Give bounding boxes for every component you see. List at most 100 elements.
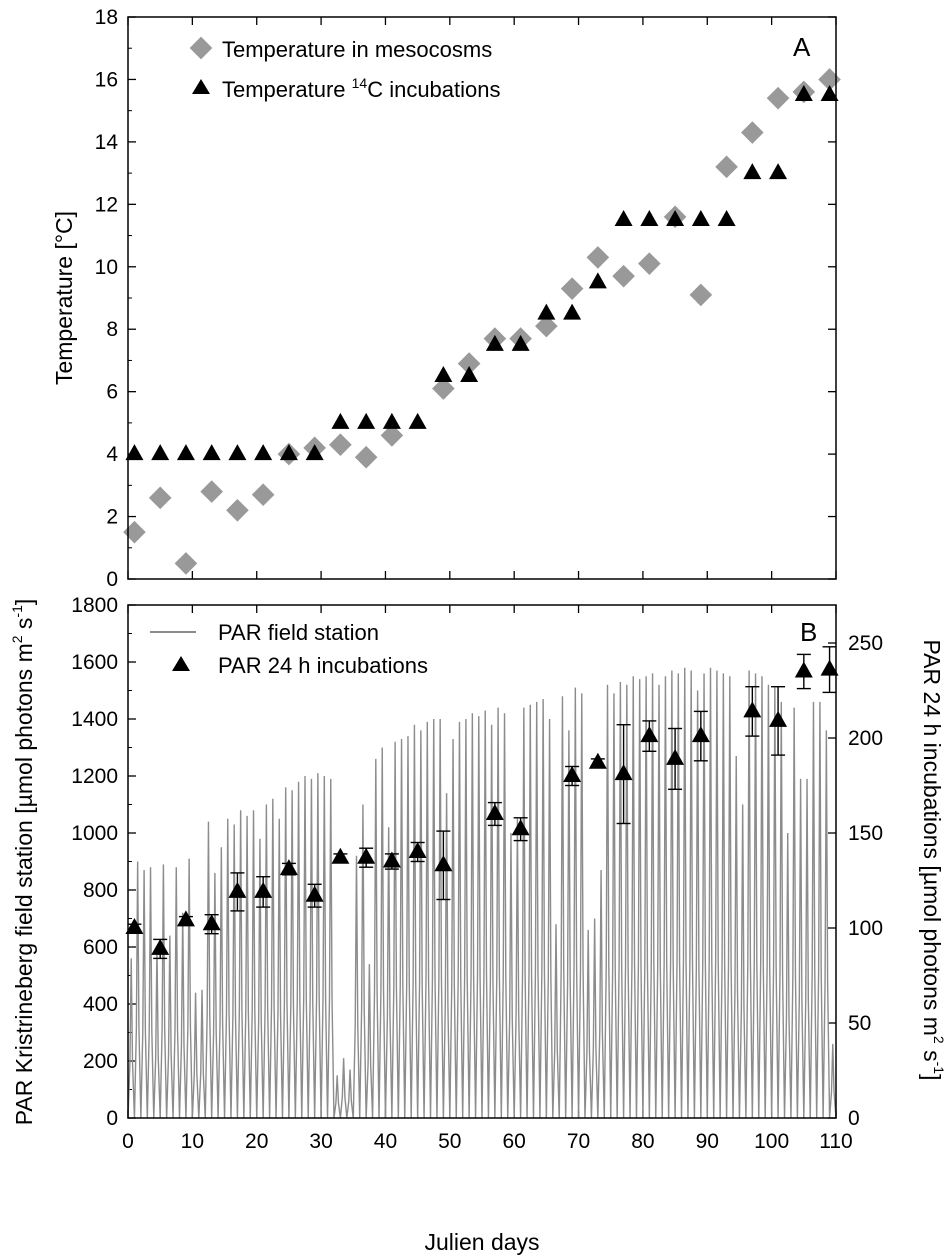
- right-y-tick-label: 100: [848, 917, 883, 940]
- incubation-marker: [151, 938, 170, 955]
- incubation-temperature-point: [357, 412, 376, 429]
- left-label-sup1: 2: [9, 635, 25, 643]
- mesocosm-point: [226, 498, 249, 522]
- left-label-suffix: ]: [11, 599, 37, 605]
- incubation-marker: [357, 847, 376, 864]
- par-incubation-point: [331, 847, 350, 864]
- panel-b-par: 0200400600800100012001400160018000501001…: [9, 594, 947, 1255]
- incubation-temperature-point: [254, 444, 273, 461]
- mesocosm-point: [535, 314, 558, 338]
- mesocosm-point: [741, 121, 764, 144]
- left-label-mid: s: [11, 618, 37, 636]
- mesocosm-point: [689, 283, 713, 307]
- incubation-marker: [820, 659, 839, 676]
- par-incubation-point: [434, 830, 453, 901]
- right-y-tick-label: 250: [848, 632, 883, 655]
- mesocosm-point: [354, 445, 378, 469]
- left-y-tick-label: 1800: [71, 594, 118, 617]
- mesocosm-point: [123, 520, 146, 544]
- incubation-marker: [408, 842, 427, 858]
- incubation-temperature-series: [125, 85, 839, 461]
- x-tick-label: 60: [503, 1130, 526, 1153]
- right-label-suffix: ]: [919, 1074, 945, 1080]
- legend-diamond-marker: [189, 36, 213, 60]
- incubation-marker: [794, 661, 813, 678]
- par-incubation-point: [640, 720, 659, 752]
- incubation-temperature-point: [434, 366, 453, 383]
- mesocosm-point: [457, 352, 481, 375]
- incubation-temperature-point: [537, 303, 556, 320]
- incubation-temperature-point: [769, 163, 788, 180]
- left-y-tick-label: 0: [106, 1107, 118, 1130]
- panel-a-legend: Temperature in mesocosms Temperature 14C…: [189, 36, 501, 102]
- incubation-temperature-point: [717, 209, 736, 226]
- incubation-marker: [176, 910, 195, 927]
- x-tick-label: 80: [631, 1130, 654, 1153]
- left-y-tick-label: 1600: [71, 651, 118, 674]
- y-tick-label: 12: [95, 193, 118, 216]
- par-incubation-point: [202, 914, 221, 935]
- legend-incubation-prefix: Temperature: [222, 77, 352, 102]
- incubation-temperature-point: [305, 444, 324, 461]
- par-incubation-point: [563, 765, 582, 787]
- incubation-temperature-point: [485, 334, 504, 351]
- mesocosm-point: [380, 424, 404, 447]
- right-y-tick-label: 200: [848, 727, 883, 750]
- par-incubation-point: [279, 859, 298, 876]
- par-incubation-series: [125, 646, 839, 960]
- incubation-marker: [666, 748, 685, 765]
- legend-incubation-suffix: C incubations: [367, 77, 500, 102]
- legend-incubation-sup: 14: [352, 75, 368, 91]
- x-tick-label: 40: [374, 1130, 397, 1153]
- incubation-temperature-point: [331, 412, 350, 429]
- incubation-marker: [382, 851, 401, 868]
- legend-triangle-marker: [192, 79, 210, 94]
- incubation-marker: [305, 885, 324, 902]
- panel-b-legend: PAR field station PAR 24 h incubations: [150, 620, 428, 678]
- panel-a-y-axis-label: Temperature [°C]: [51, 211, 77, 385]
- incubation-marker: [125, 918, 144, 934]
- left-y-tick-label: 600: [83, 936, 118, 959]
- incubation-temperature-point: [640, 209, 659, 226]
- mesocosm-point: [715, 155, 738, 179]
- par-incubation-point: [254, 876, 273, 908]
- incubation-temperature-point: [563, 303, 582, 320]
- incubation-marker: [485, 804, 504, 820]
- x-tick-label: 70: [567, 1130, 590, 1153]
- incubation-marker: [331, 847, 350, 864]
- y-tick-label: 4: [106, 443, 118, 466]
- par-incubation-point: [691, 710, 710, 762]
- par-incubation-point: [305, 883, 324, 908]
- incubation-temperature-point: [666, 209, 685, 226]
- par-incubation-point: [382, 851, 401, 870]
- left-label-prefix: PAR Kristrineberg field station [µmol ph…: [11, 643, 37, 1125]
- right-label-prefix: PAR 24 h incubations [µmol photons m: [919, 640, 945, 1036]
- left-y-tick-label: 400: [83, 993, 118, 1016]
- legend-field-station-label: PAR field station: [218, 620, 379, 645]
- par-field-station-series: [128, 667, 836, 1118]
- legend-incubations-label: PAR 24 h incubations: [218, 653, 428, 678]
- mesocosm-point: [586, 246, 610, 269]
- panel-b-frame: [127, 604, 837, 1119]
- legend-triangle-marker-b: [172, 656, 190, 671]
- incubation-temperature-point: [279, 444, 298, 461]
- par-incubation-point: [408, 841, 427, 863]
- incubation-temperature-point: [176, 444, 195, 461]
- incubation-marker: [228, 881, 247, 898]
- mesocosm-point: [251, 483, 275, 507]
- panel-a-label: A: [793, 32, 811, 62]
- par-incubation-point: [820, 646, 839, 694]
- mesocosm-point: [329, 433, 352, 457]
- y-tick-label: 18: [95, 6, 118, 29]
- incubation-marker: [202, 914, 221, 931]
- incubation-temperature-point: [202, 444, 221, 461]
- y-tick-label: 2: [106, 506, 118, 529]
- par-incubation-point: [666, 727, 685, 790]
- y-tick-label: 14: [95, 131, 119, 154]
- incubation-temperature-point: [588, 272, 607, 289]
- left-label-sup2: -1: [9, 605, 25, 618]
- y-tick-label: 10: [95, 256, 118, 279]
- legend-incubation-label: Temperature 14C incubations: [222, 75, 501, 102]
- mesocosm-point: [432, 377, 455, 400]
